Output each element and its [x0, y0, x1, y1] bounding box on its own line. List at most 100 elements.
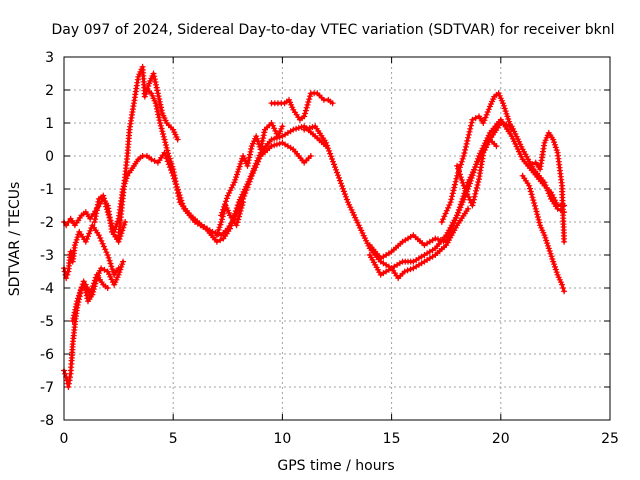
series-track-9: [213, 199, 247, 239]
data-point: [481, 117, 488, 124]
data-point: [216, 224, 223, 231]
data-point: [255, 158, 262, 165]
data-point: [242, 190, 249, 197]
data-point: [235, 216, 242, 223]
data-point: [306, 96, 313, 103]
data-point: [441, 213, 448, 220]
data-point: [250, 170, 257, 176]
data-point: [303, 104, 310, 111]
data-point: [453, 175, 460, 182]
y-tick-label: -3: [40, 248, 54, 264]
data-point: [109, 266, 116, 273]
y-tick-label: 2: [45, 83, 54, 99]
x-tick-label: 0: [60, 431, 69, 447]
data-point: [118, 263, 125, 270]
data-point: [459, 155, 466, 162]
data-point: [532, 205, 539, 212]
data-point: [338, 180, 344, 187]
data-point: [95, 232, 102, 239]
series-track-14: [438, 90, 515, 225]
data-point: [452, 178, 459, 185]
data-point: [459, 179, 466, 186]
data-point: [254, 135, 261, 142]
data-point: [309, 124, 316, 131]
data-point: [306, 124, 313, 131]
data-point: [174, 136, 181, 143]
data-point: [76, 289, 83, 296]
data-point: [105, 211, 112, 218]
data-point: [484, 109, 491, 115]
data-point: [105, 254, 112, 261]
data-point: [104, 209, 111, 216]
data-point: [218, 219, 225, 225]
data-point: [153, 81, 159, 88]
data-point: [232, 176, 239, 183]
x-axis-label: GPS time / hours: [277, 458, 394, 474]
data-point: [237, 207, 244, 214]
data-point: [332, 164, 338, 171]
data-point: [325, 145, 332, 152]
data-point: [226, 190, 233, 196]
data-point: [470, 196, 477, 203]
data-point: [80, 278, 87, 285]
data-point: [466, 128, 473, 135]
data-point: [155, 114, 162, 121]
data-point: [116, 269, 123, 276]
data-point: [531, 202, 538, 209]
plot-frame: [63, 56, 611, 421]
data-point: [482, 114, 489, 121]
data-point: [101, 266, 108, 273]
data-point: [552, 144, 559, 151]
data-point: [437, 237, 444, 244]
data-point: [561, 288, 568, 295]
data-point: [468, 122, 474, 129]
data-point: [337, 177, 343, 184]
data-point: [279, 123, 286, 130]
data-point: [472, 164, 479, 170]
data-point: [236, 210, 243, 217]
data-point: [166, 155, 173, 162]
data-point: [442, 210, 449, 217]
data-point: [268, 136, 275, 143]
data-point: [256, 155, 263, 162]
data-point: [506, 118, 513, 125]
data-point: [239, 202, 246, 209]
data-point: [168, 160, 175, 167]
data-point: [534, 211, 541, 218]
series-track-4: [69, 258, 126, 324]
x-tick-label: 20: [492, 431, 510, 447]
data-point: [162, 139, 169, 146]
data-point: [462, 146, 469, 153]
data-point: [465, 194, 472, 200]
data-point: [120, 224, 127, 231]
data-point: [100, 192, 107, 199]
data-point: [101, 195, 107, 202]
y-tick-label: -6: [40, 347, 54, 363]
data-point: [246, 178, 253, 185]
data-point: [460, 182, 467, 189]
data-point: [217, 237, 224, 244]
data-point: [462, 143, 469, 150]
data-point: [493, 143, 500, 150]
data-point: [67, 248, 74, 255]
data-point: [85, 233, 91, 240]
data-point: [533, 208, 540, 215]
data-point: [74, 298, 81, 305]
data-point: [327, 150, 334, 157]
data-point: [526, 182, 533, 189]
data-point: [252, 164, 259, 171]
data-point: [243, 187, 250, 194]
data-point: [528, 191, 535, 198]
data-point: [450, 187, 457, 194]
data-point: [326, 147, 333, 154]
data-point: [100, 243, 107, 250]
data-point: [271, 142, 278, 149]
data-point: [241, 193, 248, 199]
series-track-12: [366, 205, 471, 282]
series-track-15: [454, 136, 500, 209]
data-point: [552, 197, 558, 204]
data-point: [302, 107, 309, 114]
series-track-17: [526, 129, 568, 245]
y-tick-label: -8: [40, 413, 54, 429]
data-point: [340, 188, 347, 195]
